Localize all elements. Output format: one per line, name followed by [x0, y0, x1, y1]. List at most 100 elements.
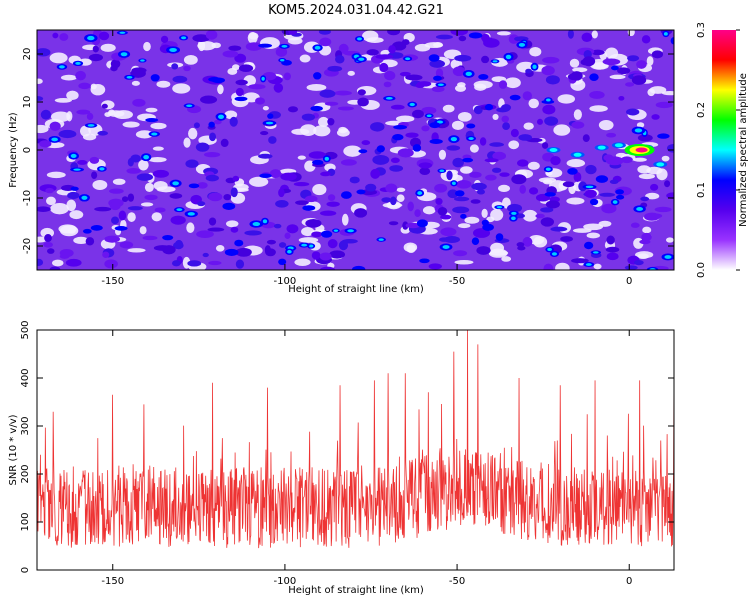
heatmap-mid-cell [76, 109, 91, 115]
heatmap-mid-cell [452, 206, 470, 214]
heatmap-high-cell-core [73, 168, 81, 171]
heatmap-low-cell [636, 122, 645, 128]
heatmap-mid-cell [589, 91, 605, 99]
heatmap-low-cell [90, 83, 106, 96]
heatmap-high-cell [567, 168, 578, 175]
heatmap-mid-cell [507, 203, 523, 213]
heatmap-high-cell [208, 121, 215, 128]
heatmap-y-label: Frequency (Hz) [8, 112, 19, 188]
snr-x-ticks: -150 -100 -50 0 [101, 330, 632, 587]
heatmap-mid-cell [43, 241, 53, 248]
heatmap-high-cell [657, 133, 670, 139]
heatmap-mid-cell [606, 132, 617, 138]
heatmap-low-cell [528, 98, 539, 109]
heatmap-mid-cell [397, 148, 414, 158]
heatmap-mid-cell [499, 172, 510, 177]
heatmap-mid-cell [388, 221, 399, 226]
heatmap-mid-cell [489, 142, 504, 147]
heatmap-high-cell [428, 54, 440, 62]
heatmap-mid-cell [197, 201, 206, 207]
heatmap-mid-cell [428, 263, 442, 270]
heatmap-y-tick-label: 0 [22, 147, 33, 153]
heatmap-mid-cell [485, 174, 497, 181]
heatmap-high-cell-core [436, 120, 444, 124]
snr-panel: -150 -100 -50 0 0 100 200 300 400 500 Height of … [8, 320, 675, 596]
heatmap-mid-cell [439, 237, 450, 242]
heatmap-mid-cell [421, 106, 437, 115]
heatmap-high-cell [340, 191, 352, 199]
heatmap-mid-cell [89, 156, 100, 164]
heatmap-mid-cell [102, 251, 110, 258]
heatmap-low-cell [92, 179, 108, 191]
heatmap-mid-cell [389, 165, 404, 172]
snr-y-tick-label: 0 [20, 567, 31, 573]
heatmap-mid-cell [49, 121, 61, 131]
heatmap-low-cell [656, 168, 668, 181]
heatmap-low-cell [51, 111, 71, 122]
colorbar-ticks: 0.0 0.1 0.2 0.3 [696, 22, 740, 278]
heatmap-mid-cell [528, 187, 539, 195]
heatmap-low-cell [406, 244, 416, 254]
heatmap-mid-cell [450, 30, 468, 36]
heatmap-mid-cell [501, 104, 512, 112]
heatmap-low-cell [100, 43, 116, 52]
heatmap-mid-cell [203, 151, 221, 158]
heatmap-mid-cell [319, 37, 332, 47]
heatmap-low-cell [113, 110, 133, 120]
heatmap-mid-cell [637, 134, 653, 142]
heatmap-mid-cell [456, 179, 472, 189]
heatmap-high-cell [82, 228, 92, 234]
heatmap-high-cell [589, 198, 599, 206]
heatmap-mid-cell [370, 168, 381, 179]
heatmap-low-cell [396, 187, 406, 192]
heatmap-high-cell-core [450, 136, 457, 142]
heatmap-high-cell-core [140, 59, 145, 62]
heatmap-mid-cell [131, 67, 147, 74]
heatmap-high-cell [320, 230, 333, 238]
heatmap-low-cell [66, 199, 77, 212]
heatmap-high-cell-core [592, 251, 599, 254]
snr-x-label: Height of straight line (km) [288, 585, 424, 596]
heatmap-high-cell-core [126, 75, 133, 79]
heatmap-low-cell [593, 263, 602, 270]
heatmap-mid-cell [286, 224, 299, 234]
heatmap-low-cell [262, 105, 269, 111]
heatmap-mid-cell [171, 260, 181, 267]
heatmap-high-cell [376, 145, 385, 153]
heatmap-mid-cell [305, 218, 322, 228]
heatmap-high-cell [509, 94, 521, 101]
heatmap-mid-cell [618, 96, 625, 101]
heatmap-mid-cell [75, 70, 86, 81]
heatmap-mid-cell [544, 116, 559, 126]
heatmap-high-cell-core [218, 114, 225, 119]
heatmap-mid-cell [324, 101, 339, 106]
heatmap-low-cell [573, 109, 582, 120]
heatmap-low-cell [298, 237, 319, 243]
heatmap-mid-cell [183, 65, 191, 72]
heatmap-high-cell-core [417, 191, 423, 195]
heatmap-mid-cell [473, 105, 483, 115]
heatmap-peak-core [635, 147, 648, 153]
heatmap-high-cell-core [181, 36, 187, 40]
heatmap-mid-cell [541, 65, 555, 76]
heatmap-mid-cell [501, 115, 509, 123]
heatmap-mid-cell [446, 145, 461, 151]
heatmap-mid-cell [118, 210, 127, 221]
heatmap-high-cell-core [426, 114, 432, 118]
heatmap-mid-cell [405, 132, 419, 138]
heatmap-high-cell [150, 74, 160, 82]
heatmap-high-cell-core [636, 206, 644, 211]
heatmap-high-cell [356, 189, 366, 195]
heatmap-low-cell [287, 37, 303, 45]
heatmap-high-cell-core [252, 222, 261, 227]
heatmap-high-cell-core [468, 137, 474, 140]
heatmap-high-cell-core [265, 121, 274, 125]
heatmap-high-cell [466, 123, 476, 129]
heatmap-mid-cell [144, 194, 158, 201]
heatmap-high-cell-core [442, 245, 450, 249]
heatmap-mid-cell [268, 136, 277, 144]
heatmap-high-cell [412, 144, 422, 152]
heatmap-high-cell [429, 138, 443, 144]
snr-y-tick-label: 500 [20, 320, 31, 339]
heatmap-mid-cell [620, 156, 633, 164]
